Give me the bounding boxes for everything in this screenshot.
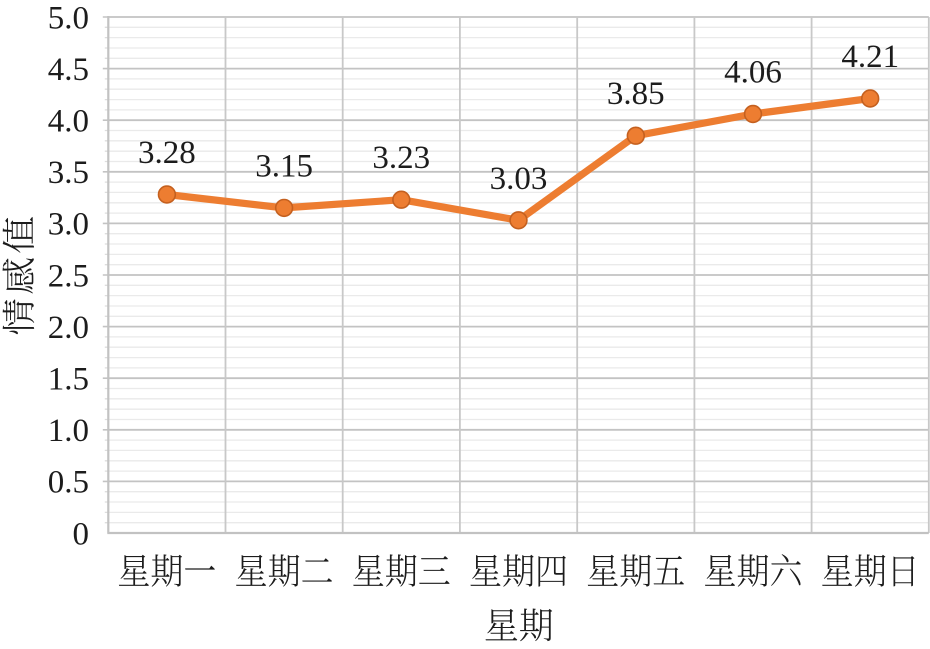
svg-text:1.0: 1.0 (48, 413, 89, 449)
svg-text:1.5: 1.5 (48, 362, 89, 398)
svg-text:2.5: 2.5 (48, 258, 89, 294)
svg-text:0.5: 0.5 (48, 465, 89, 501)
svg-text:3.28: 3.28 (138, 135, 196, 171)
svg-text:4.0: 4.0 (48, 104, 89, 140)
svg-text:4.5: 4.5 (48, 52, 89, 88)
svg-text:3.03: 3.03 (490, 161, 548, 197)
svg-text:2.0: 2.0 (48, 310, 89, 346)
svg-text:3.5: 3.5 (48, 155, 89, 191)
svg-text:3.85: 3.85 (607, 76, 665, 112)
svg-text:3.15: 3.15 (255, 148, 313, 184)
svg-text:3.0: 3.0 (48, 207, 89, 243)
svg-text:0: 0 (73, 516, 90, 552)
svg-text:5.0: 5.0 (48, 0, 89, 36)
svg-text:4.21: 4.21 (841, 39, 899, 75)
svg-text:4.06: 4.06 (724, 55, 782, 91)
svg-text:3.23: 3.23 (372, 140, 430, 176)
